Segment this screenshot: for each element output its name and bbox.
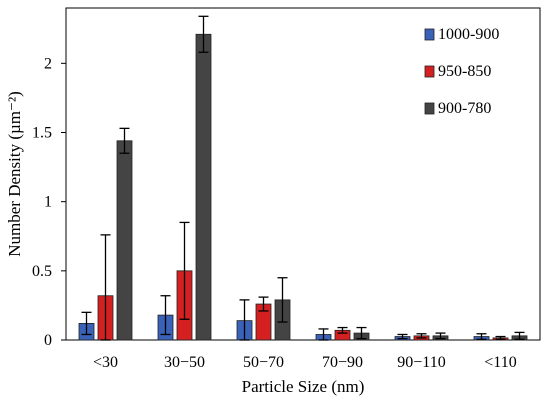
plot-border [65,7,541,341]
x-tick-label: 90−110 [397,354,445,371]
y-tick-label: 1 [44,194,52,211]
x-tick-label: 50−70 [243,354,284,371]
x-tick-label: <110 [484,354,516,371]
legend-swatch [424,102,435,115]
y-tick-label: 0.5 [32,263,52,280]
legend: 1000-900 950-850 900-780 [424,26,499,117]
bars-group [78,15,528,341]
y-tick-label: 1.5 [32,125,52,142]
legend-swatch [424,28,435,41]
legend-swatch [424,65,435,78]
legend-label: 900-780 [438,100,491,117]
x-axis-title: Particle Size (nm) [242,377,365,396]
bar [195,33,212,341]
y-tick-label: 2 [44,55,52,72]
plot-area [65,7,541,341]
x-axis: <30 30−50 50−70 70−90 90−110 <110 [93,354,517,371]
y-axis: 0 0.5 1 1.5 2 [32,55,66,349]
y-axis-title: Number Density (µm⁻²) [5,91,24,257]
legend-label: 1000-900 [438,26,499,43]
legend-label: 950-850 [438,63,491,80]
x-tick-label: 30−50 [164,354,205,371]
y-tick-label: 0 [44,332,52,349]
x-tick-label: 70−90 [322,354,363,371]
x-tick-label: <30 [93,354,118,371]
bar [116,140,133,341]
